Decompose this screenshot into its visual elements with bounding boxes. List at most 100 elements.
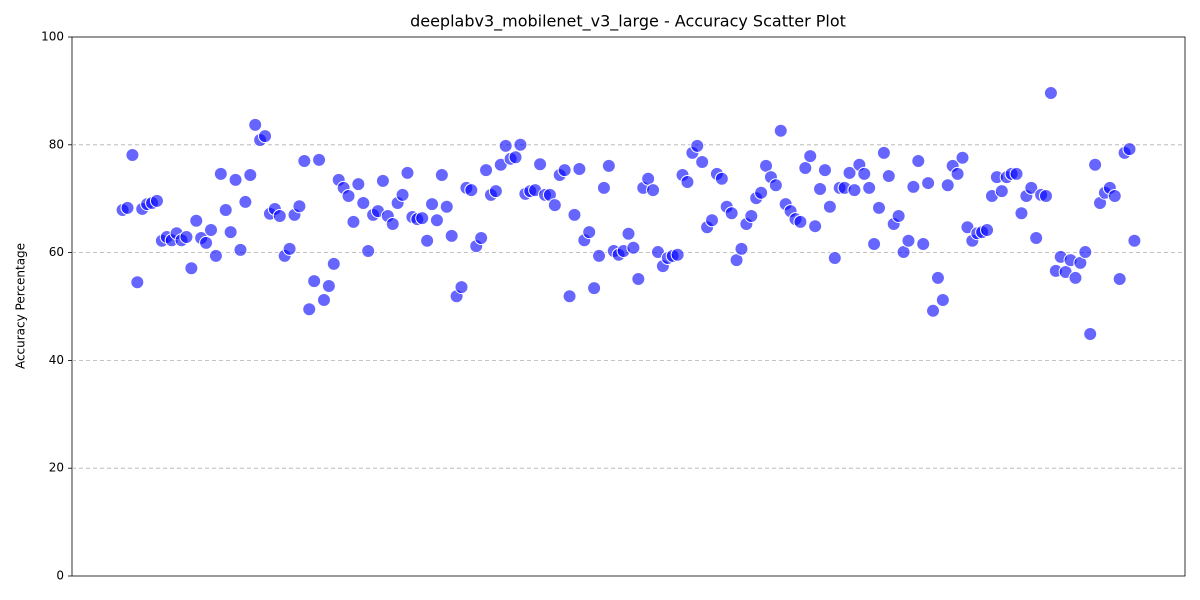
- y-axis-label: Accuracy Percentage: [14, 243, 28, 369]
- scatter-point: [439, 199, 454, 214]
- scatter-point: [434, 167, 449, 182]
- scatter-point: [125, 148, 140, 163]
- scatter-point: [631, 272, 646, 287]
- scatter-point: [798, 160, 813, 175]
- scatter-point: [361, 243, 376, 258]
- scatter-point: [498, 138, 513, 153]
- scatter-point: [425, 197, 440, 212]
- scatter-point: [1024, 180, 1039, 195]
- scatter-point: [184, 261, 199, 276]
- scatter-point: [911, 153, 926, 168]
- scatter-point: [213, 166, 228, 181]
- scatter-point: [243, 167, 258, 182]
- scatter-point: [626, 240, 641, 255]
- scatter-point: [356, 196, 371, 211]
- scatter-point: [233, 242, 248, 257]
- scatter-point: [1009, 166, 1024, 181]
- scatter-point: [704, 213, 719, 228]
- scatter-point: [341, 189, 356, 204]
- scatter-point: [773, 123, 788, 138]
- scatter-point: [228, 172, 243, 187]
- scatter-point: [734, 241, 749, 256]
- scatter-point: [130, 275, 145, 290]
- scatter-point: [282, 241, 297, 256]
- scatter-point: [292, 199, 307, 214]
- scatter-point: [444, 228, 459, 243]
- scatter-point: [1038, 189, 1053, 204]
- scatter-point: [808, 219, 823, 234]
- y-tick-label: 40: [49, 353, 64, 367]
- scatter-point: [646, 183, 661, 198]
- scatter-point: [415, 211, 430, 226]
- scatter-point: [375, 173, 390, 188]
- scatter-point: [935, 293, 950, 308]
- scatter-point: [926, 303, 941, 318]
- scatter-point: [474, 231, 489, 246]
- scatter-point: [567, 207, 582, 222]
- scatter-point: [218, 203, 233, 218]
- scatter-point: [562, 289, 577, 304]
- scatter-point: [690, 138, 705, 153]
- scatter-point: [120, 200, 135, 215]
- scatter-point: [508, 150, 523, 165]
- scatter-point: [916, 236, 931, 251]
- scatter-point: [238, 194, 253, 209]
- scatter-point: [1107, 189, 1122, 204]
- scatter-point: [768, 178, 783, 193]
- scatter-point: [592, 248, 607, 263]
- scatter-point: [346, 214, 361, 229]
- scatter-point: [149, 193, 164, 208]
- y-tick-label: 80: [49, 137, 64, 151]
- scatter-point: [454, 280, 469, 295]
- scatter-point: [793, 214, 808, 229]
- scatter-point: [533, 157, 548, 172]
- scatter-point: [385, 217, 400, 232]
- scatter-point: [695, 155, 710, 170]
- scatter-point: [813, 181, 828, 196]
- y-tick-label: 100: [41, 30, 64, 44]
- scatter-point: [940, 178, 955, 193]
- scatter-point: [297, 153, 312, 168]
- scatter-point: [847, 183, 862, 198]
- y-tick-label: 0: [56, 569, 64, 583]
- scatter-point: [876, 145, 891, 160]
- scatter-point: [479, 163, 494, 178]
- scatter-point: [179, 229, 194, 244]
- scatter-point: [906, 179, 921, 194]
- scatter-point: [930, 270, 945, 285]
- scatter-point: [272, 208, 287, 223]
- scatter-point: [827, 250, 842, 265]
- scatter-point: [429, 213, 444, 228]
- scatter-point: [955, 150, 970, 165]
- scatter-point: [547, 198, 562, 213]
- scatter-point: [871, 200, 886, 215]
- scatter-point: [1014, 206, 1029, 221]
- scatter-point: [1083, 326, 1098, 341]
- scatter-point: [744, 208, 759, 223]
- scatter-point: [587, 281, 602, 296]
- scatter-point: [582, 225, 597, 240]
- scatter-point: [488, 184, 503, 199]
- scatter-point: [557, 163, 572, 178]
- scatter-point: [572, 162, 587, 177]
- scatter-point: [351, 177, 366, 192]
- scatter-point: [921, 176, 936, 191]
- scatter-point: [1088, 157, 1103, 172]
- scatter-point: [901, 233, 916, 248]
- scatter-point: [724, 206, 739, 221]
- scatter-point: [307, 274, 322, 289]
- scatter-point: [950, 166, 965, 181]
- scatter-point: [891, 208, 906, 223]
- scatter-point: [248, 117, 263, 132]
- y-tick-label: 20: [49, 461, 64, 475]
- scatter-point: [1122, 142, 1137, 157]
- scatter-point: [1043, 86, 1058, 101]
- scatter-point: [680, 174, 695, 189]
- scatter-point: [980, 222, 995, 237]
- scatter-point: [1112, 272, 1127, 287]
- scatter-point: [1068, 270, 1083, 285]
- scatter-point: [857, 166, 872, 181]
- scatter-point: [513, 137, 528, 152]
- scatter-point: [994, 184, 1009, 199]
- scatter-point: [1029, 231, 1044, 246]
